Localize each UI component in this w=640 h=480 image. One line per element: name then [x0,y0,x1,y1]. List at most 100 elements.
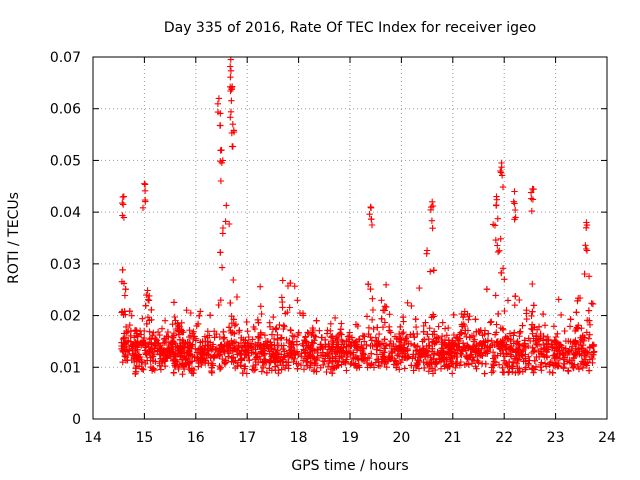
data-point [515,341,522,348]
data-point [272,359,279,366]
data-point [181,343,189,350]
data-point [332,357,340,365]
data-point [579,341,587,349]
data-point [329,370,336,377]
data-point [132,343,140,350]
data-point [437,349,444,356]
data-point [574,325,582,332]
data-point [352,321,360,328]
data-point [120,335,127,343]
data-point [219,224,227,232]
data-point [588,300,595,307]
data-point [439,345,446,352]
data-point [257,283,264,290]
data-point [434,348,441,356]
data-point [487,319,494,326]
data-point [488,318,495,325]
data-point [368,316,376,323]
data-point [132,368,140,375]
data-point [395,352,403,360]
data-point [363,359,371,367]
data-point [473,365,480,372]
data-point [268,350,276,358]
data-point [249,362,257,370]
data-point [188,369,196,377]
data-point [145,297,153,304]
data-point [242,337,249,344]
data-point [494,242,501,249]
data-point [471,336,478,343]
data-point [131,352,138,359]
data-point [215,301,222,309]
data-point [197,339,204,346]
data-point [280,325,287,333]
data-point [541,360,549,367]
data-point [342,349,350,356]
data-point [258,310,265,318]
data-point [182,356,189,363]
data-point [309,339,316,346]
data-point [144,314,152,321]
data-point [487,342,494,350]
data-point [303,338,310,345]
data-point [522,364,530,371]
data-point [373,342,380,349]
data-point [368,337,375,344]
data-point [511,188,518,195]
data-point [435,323,442,330]
data-point [225,324,233,331]
data-point [586,317,593,324]
data-point [411,334,418,341]
data-point [494,352,501,359]
data-point [419,345,427,352]
data-point [493,329,500,336]
data-point [458,329,465,337]
data-point [445,363,453,370]
data-point [363,341,370,349]
data-point [280,345,287,353]
data-point [294,297,301,304]
data-point [241,365,248,372]
data-point [220,328,227,336]
data-point [255,319,262,326]
data-point [529,196,537,203]
data-points [118,56,598,378]
data-point [268,331,276,338]
data-point [119,266,126,274]
data-point [311,360,318,367]
data-point [247,343,254,350]
data-point [333,363,340,371]
data-point [144,340,152,348]
data-point [421,336,428,343]
data-point [441,325,449,332]
data-point [227,74,234,81]
data-point [449,370,456,377]
data-point [267,341,274,348]
data-point [528,366,536,373]
y-tick-label: 0.04 [50,205,81,221]
data-point [459,340,467,347]
data-point [501,276,508,283]
data-point [541,322,549,329]
data-point [516,333,523,340]
data-point [381,336,388,343]
data-point [513,360,520,367]
data-point [386,327,393,334]
data-point [571,351,578,358]
data-point [492,236,499,244]
data-point [161,317,169,324]
data-point [141,187,149,194]
data-point [313,346,321,353]
data-point [582,242,589,249]
data-point [493,338,500,346]
data-point [569,343,576,350]
data-point [465,345,472,352]
data-point [327,327,334,334]
data-point [270,313,277,321]
data-point [450,350,458,357]
data-point [459,322,466,330]
data-point [190,335,197,343]
x-tick-label: 22 [495,430,513,446]
data-point [128,312,135,319]
data-point [431,366,439,374]
